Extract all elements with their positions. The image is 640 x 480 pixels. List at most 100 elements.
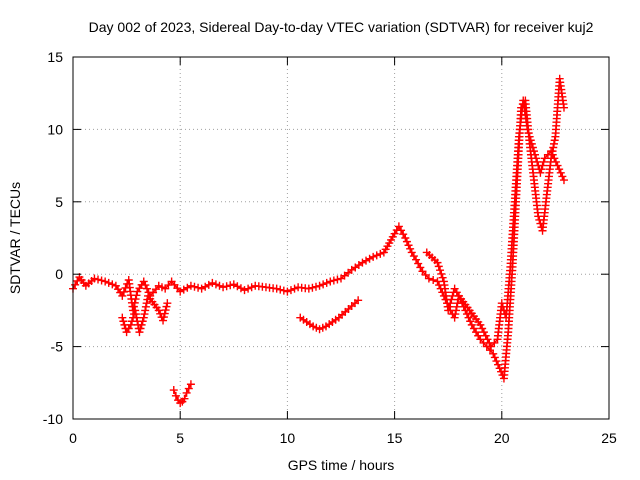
data-marker	[490, 353, 499, 362]
data-marker	[526, 136, 535, 145]
data-marker	[451, 310, 460, 319]
data-marker	[215, 281, 224, 290]
data-point	[197, 284, 206, 293]
chart-title: Day 002 of 2023, Sidereal Day-to-day VTE…	[89, 19, 594, 35]
data-marker	[446, 299, 455, 308]
data-marker	[372, 251, 381, 260]
data-marker	[436, 266, 445, 275]
data-point	[163, 299, 172, 308]
data-marker	[492, 357, 501, 366]
data-marker	[141, 306, 150, 315]
data-marker	[434, 262, 443, 271]
data-marker	[365, 254, 374, 263]
data-marker	[402, 237, 411, 246]
data-point	[315, 281, 324, 290]
data-marker	[179, 285, 188, 294]
x-tick-label: 20	[494, 430, 510, 446]
data-marker	[466, 317, 475, 326]
data-point	[240, 286, 249, 295]
data-marker	[362, 256, 371, 265]
data-marker	[404, 241, 413, 250]
data-marker	[538, 161, 547, 170]
data-marker	[524, 129, 533, 138]
data-marker	[452, 302, 461, 311]
data-marker	[322, 278, 331, 287]
data-point	[553, 161, 562, 170]
data-marker	[129, 302, 138, 311]
data-point	[101, 277, 110, 286]
x-tick-label: 5	[176, 430, 184, 446]
data-marker	[555, 165, 564, 174]
data-point	[450, 313, 459, 322]
data-marker	[548, 150, 557, 159]
y-tick-label: 5	[55, 194, 63, 210]
data-points	[69, 74, 568, 408]
data-marker	[140, 310, 149, 319]
data-marker	[276, 285, 285, 294]
data-point	[536, 168, 545, 177]
data-point	[444, 306, 453, 315]
data-point	[118, 291, 127, 300]
data-point	[186, 281, 195, 290]
data-point	[424, 274, 433, 283]
data-marker	[236, 284, 245, 293]
grid-lines	[73, 57, 609, 419]
data-marker	[319, 280, 328, 289]
data-point	[154, 306, 163, 315]
data-marker	[159, 313, 168, 322]
data-marker	[429, 275, 438, 284]
data-point	[559, 103, 568, 112]
data-marker	[550, 154, 559, 163]
data-marker	[201, 282, 210, 291]
data-marker	[183, 283, 192, 292]
data-marker	[141, 302, 150, 311]
data-marker	[483, 335, 492, 344]
data-marker	[464, 313, 473, 322]
data-point	[354, 296, 363, 305]
data-marker	[130, 298, 139, 307]
data-point	[219, 283, 228, 292]
data-point	[186, 380, 195, 389]
data-marker	[479, 328, 488, 337]
data-marker	[162, 302, 171, 311]
data-marker	[160, 309, 169, 318]
data-marker	[204, 280, 213, 289]
data-marker	[97, 276, 106, 285]
data-point	[523, 125, 532, 134]
data-marker	[104, 278, 113, 287]
data-marker	[290, 284, 299, 293]
data-point	[159, 316, 168, 325]
data-marker	[406, 244, 415, 253]
data-marker	[437, 269, 446, 278]
data-marker	[138, 317, 147, 326]
data-point	[401, 234, 410, 242]
data-marker	[132, 313, 141, 322]
data-marker	[558, 172, 567, 181]
data-marker	[531, 150, 540, 159]
data-marker	[194, 283, 203, 292]
x-tick-label: 25	[601, 430, 617, 446]
data-point	[139, 313, 148, 322]
data-point	[135, 328, 144, 337]
data-point	[476, 320, 485, 329]
data-marker	[329, 276, 338, 285]
data-marker	[311, 282, 320, 291]
data-point	[139, 277, 148, 286]
data-marker	[527, 139, 536, 148]
data-point	[176, 287, 185, 296]
data-marker	[550, 136, 559, 145]
x-tick-label: 10	[280, 430, 296, 446]
data-point	[433, 258, 442, 267]
y-axis-label: SDTVAR / TECUs	[7, 182, 23, 294]
data-marker	[131, 310, 140, 319]
data-point	[171, 391, 180, 400]
data-point	[283, 287, 292, 296]
data-marker	[494, 360, 503, 369]
x-axis-label: GPS time / hours	[288, 457, 395, 473]
data-marker	[141, 281, 150, 290]
data-marker	[226, 281, 235, 290]
data-point	[358, 258, 367, 267]
data-marker	[136, 324, 145, 333]
data-marker	[551, 157, 560, 166]
